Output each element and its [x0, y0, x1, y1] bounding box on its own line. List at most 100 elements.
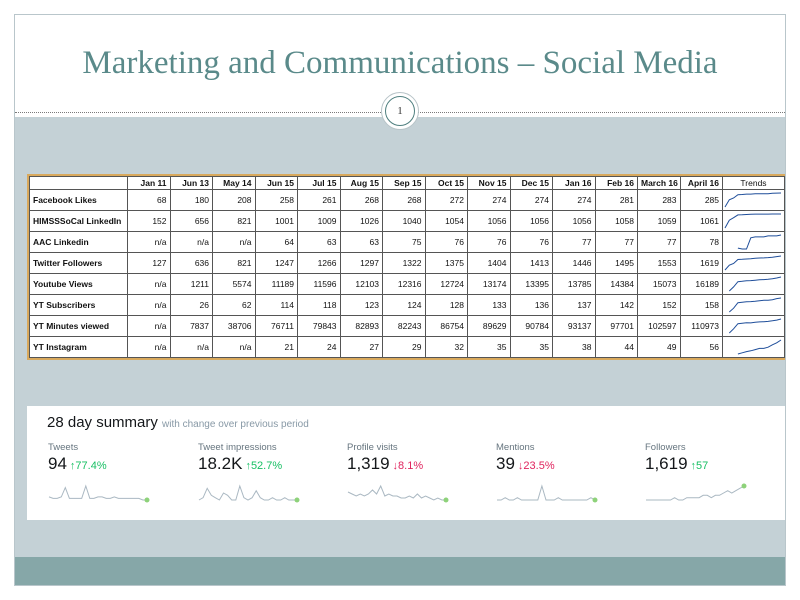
table-cell: 1026: [339, 210, 383, 232]
table-cell: 11596: [297, 273, 341, 295]
table-cell: 1322: [382, 252, 426, 274]
metric-card: Profile visits 1,319 ↓8.1%: [347, 442, 492, 512]
trend-cell: [722, 231, 785, 253]
table-cell: 274: [552, 189, 596, 211]
slide: Marketing and Communications – Social Me…: [14, 14, 786, 586]
metric-sparkline: [198, 484, 300, 503]
sparkline-path: [646, 485, 745, 501]
trend-sparkline: [724, 213, 781, 229]
table-cell: 86754: [424, 315, 468, 337]
table-row: AAC Linkedin n/a n/a n/a 64 63 63 75 76 76 76 77 77 7…: [29, 231, 785, 253]
table-cell: 64: [254, 231, 298, 253]
table-cell: 35: [467, 336, 511, 358]
arrow-up-icon: ↑: [690, 460, 697, 472]
table-cell: 285: [679, 189, 723, 211]
trend-line: [728, 318, 782, 334]
table-cell: 35: [509, 336, 553, 358]
metric-card: Tweets 94 ↑77.4%: [48, 442, 193, 512]
table-cell: 1058: [594, 210, 638, 232]
table-cell: 90784: [509, 315, 553, 337]
metric-change-value: 57: [696, 460, 709, 472]
metric-value: 39: [496, 454, 515, 473]
table-cell: 76: [467, 231, 511, 253]
table-cell: 27: [339, 336, 383, 358]
table-cell: 110973: [679, 315, 723, 337]
table-cell: 137: [552, 294, 596, 316]
table-cell: 44: [594, 336, 638, 358]
table-cell: 24: [297, 336, 341, 358]
table-cell: 32: [424, 336, 468, 358]
table-cell: 258: [254, 189, 298, 211]
slide-title: Marketing and Communications – Social Me…: [82, 45, 718, 81]
sparkline-endpoint: [443, 497, 449, 503]
table-cell: 79843: [297, 315, 341, 337]
metric-change: ↑57: [691, 460, 709, 472]
trend-sparkline: [724, 255, 782, 271]
summary-heading: 28 day summary with change over previous…: [47, 414, 309, 431]
trend-line: [728, 297, 782, 313]
metric-label: Followers: [645, 442, 686, 453]
sparkline-endpoint: [144, 497, 150, 503]
table-cell: 127: [127, 252, 171, 274]
trend-line: [737, 234, 782, 250]
trend-cell: [722, 210, 785, 232]
table-row: Twitter Followers 127 636 821 1247 1266 1297 13…: [29, 252, 785, 274]
sparkline-endpoint: [741, 483, 747, 489]
arrow-down-icon: ↓: [517, 460, 524, 472]
table-cell: 1446: [552, 252, 596, 274]
metric-change-value: 77.4%: [75, 460, 107, 472]
metric-card: Followers 1,619 ↑57: [645, 442, 785, 512]
table-cell: n/a: [212, 231, 256, 253]
table-cell: 152: [127, 210, 171, 232]
column-header: March 16: [637, 176, 681, 190]
table-cell: n/a: [127, 315, 171, 337]
metric-value: 18.2K: [198, 454, 243, 473]
metric-change: ↑52.7%: [245, 460, 282, 472]
table-cell: 16189: [679, 273, 723, 295]
table-cell: 1056: [467, 210, 511, 232]
sparkline-endpoint: [294, 497, 300, 503]
metric-value-row: 1,619 ↑57: [645, 454, 785, 474]
table-cell: 14384: [594, 273, 638, 295]
metric-value: 1,319: [347, 454, 390, 473]
metric-value-row: 18.2K ↑52.7%: [198, 454, 343, 474]
table-row: Youtube Views n/a 1211 5574 11189 11596 12103 1…: [29, 273, 785, 295]
trend-cell: [722, 189, 785, 211]
summary-subtitle: with change over previous period: [162, 419, 309, 430]
table-cell: 208: [212, 189, 256, 211]
trend-cell: [722, 252, 785, 274]
table-cell: 821: [212, 252, 256, 274]
trend-line: [728, 276, 782, 292]
table-cell: 1040: [382, 210, 426, 232]
metric-card: Tweet impressions 18.2K ↑52.7%: [198, 442, 343, 512]
table-cell: 68: [127, 189, 171, 211]
twitter-28-day-summary: 28 day summary with change over previous…: [27, 406, 785, 520]
table-cell: 133: [467, 294, 511, 316]
table-cell: 636: [169, 252, 213, 274]
table-cell: 63: [339, 231, 383, 253]
row-label: Twitter Followers: [29, 252, 128, 274]
table-cell: 152: [637, 294, 681, 316]
row-label: Facebook Likes: [29, 189, 128, 211]
table-cell: 1054: [424, 210, 468, 232]
row-label: YT Minutes viewed: [29, 315, 128, 337]
table-cell: 118: [297, 294, 341, 316]
trend-sparkline: [724, 192, 782, 208]
metric-sparkline: [48, 484, 150, 503]
column-header-trends: Trends: [722, 176, 785, 190]
column-header: Jan 11: [127, 176, 171, 190]
metric-label: Profile visits: [347, 442, 398, 453]
trend-cell: [722, 315, 785, 337]
metric-change: ↑77.4%: [70, 460, 107, 472]
table-cell: n/a: [169, 336, 213, 358]
table-cell: 12103: [339, 273, 383, 295]
table-cell: 7837: [169, 315, 213, 337]
column-header: May 14: [212, 176, 256, 190]
table-cell: n/a: [212, 336, 256, 358]
table-cell: 102597: [637, 315, 681, 337]
metric-card: Mentions 39 ↓23.5%: [496, 442, 641, 512]
table-cell: 821: [212, 210, 256, 232]
table-cell: 656: [169, 210, 213, 232]
table-cell: n/a: [127, 294, 171, 316]
row-label: HIMSSSoCal LinkedIn: [29, 210, 128, 232]
